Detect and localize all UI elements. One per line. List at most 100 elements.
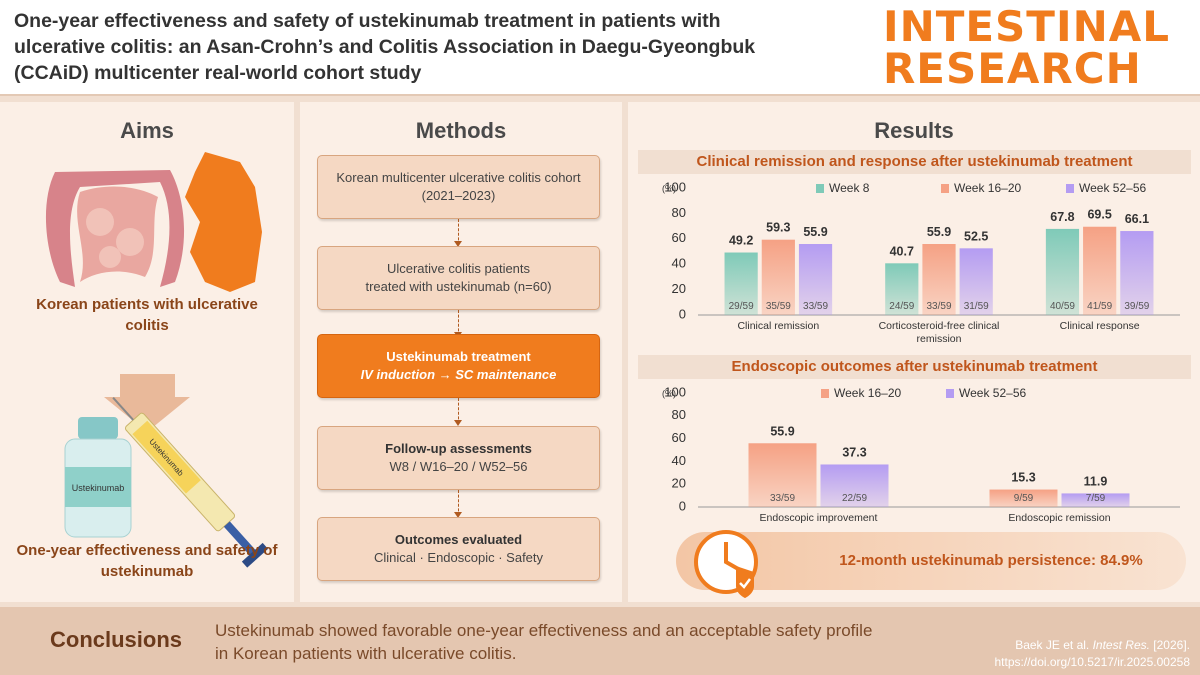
conclusions-heading: Conclusions <box>50 627 183 652</box>
flow-arrow <box>454 219 462 247</box>
aims-objective: One-year effectiveness and safety of ust… <box>16 542 278 580</box>
fraction-label: 9/59 <box>1014 493 1034 504</box>
vial-icon: Ustekinumab <box>64 417 132 538</box>
bar <box>761 239 795 315</box>
legend-swatch <box>941 184 949 193</box>
journal-line: RESEARCH <box>882 44 1142 93</box>
x-tick-label: Clinical remission <box>737 320 820 332</box>
step-text: treated with ustekinumab (n=60) <box>365 279 552 294</box>
bar <box>798 244 833 315</box>
results-panel: Results Clinical remission and response … <box>628 102 1200 602</box>
fraction-label: 33/59 <box>803 301 828 312</box>
bar <box>1045 228 1080 315</box>
journal-line: INTESTINAL <box>882 2 1170 51</box>
value-label: 55.9 <box>927 225 951 239</box>
value-label: 55.9 <box>770 424 794 438</box>
bar <box>989 489 1058 507</box>
header: One-year effectiveness and safety of ust… <box>0 0 1200 96</box>
results-heading: Results <box>874 118 954 143</box>
legend-label: Week 52–56 <box>1079 181 1146 195</box>
step-text: W8 / W16–20 / W52–56 <box>389 459 528 474</box>
value-label: 15.3 <box>1011 471 1035 485</box>
fraction-label: 24/59 <box>889 301 914 312</box>
citation-journal: Intest Res. <box>1092 638 1150 652</box>
legend-label: Week 16–20 <box>834 386 901 400</box>
y-tick-label: 40 <box>672 453 686 468</box>
value-label: 52.5 <box>964 229 988 243</box>
x-tick-label: Endoscopic remission <box>1008 512 1111 524</box>
bar <box>748 443 817 507</box>
down-arrow <box>104 374 190 432</box>
journal-logo: INTESTINAL RESEARCH <box>883 6 1170 90</box>
legend-label: Week 8 <box>829 181 870 195</box>
fraction-label: 41/59 <box>1087 301 1112 312</box>
step-text: (2021–2023) <box>421 188 496 203</box>
bar <box>1083 226 1117 315</box>
flow-arrow <box>454 398 462 426</box>
legend-swatch <box>1066 184 1074 193</box>
conclusion-line: in Korean patients with ulcerative colit… <box>215 644 517 663</box>
x-tick-label: Corticosteroid-free clinical remission <box>878 320 1000 345</box>
citation-year: [2026]. <box>1153 638 1190 652</box>
legend-label: Week 16–20 <box>954 181 1021 195</box>
flow-arrow <box>454 490 462 518</box>
citation-authors: Baek JE et al. <box>1015 638 1090 652</box>
y-tick-label: 100 <box>664 179 686 194</box>
bar <box>820 464 889 507</box>
fraction-label: 7/59 <box>1086 493 1106 504</box>
step-text: Clinical · Endoscopic · Safety <box>373 550 544 565</box>
bar <box>922 244 956 315</box>
value-label: 49.2 <box>729 234 753 248</box>
bar <box>724 252 758 315</box>
bar <box>1120 231 1154 315</box>
legend-label: Week 52–56 <box>959 386 1026 400</box>
fraction-label: 31/59 <box>964 301 989 312</box>
aims-panel: Aims Ustekinumab Ustekinumab Korean pati… <box>0 102 294 602</box>
conclusions-bar: Conclusions Ustekinumab showed favorable… <box>0 607 1200 675</box>
korea-map <box>185 152 262 292</box>
title-line: One-year effectiveness and safety of ust… <box>14 10 721 32</box>
y-tick-label: 100 <box>664 384 686 399</box>
intestine-icon <box>45 170 185 287</box>
method-step: Ustekinumab treatment IV induction → SC m… <box>317 334 600 398</box>
step-text: IV induction → SC maintenance <box>360 367 557 382</box>
y-tick-label: 20 <box>672 281 686 296</box>
methods-panel: Methods Korean multicenter ulcerative co… <box>300 102 622 602</box>
y-tick-label: 0 <box>679 498 686 512</box>
aims-illustration: Ustekinumab Ustekinumab <box>45 152 269 568</box>
step-text: Ulcerative colitis patients <box>386 261 531 276</box>
legend-swatch <box>946 389 954 398</box>
fraction-label: 29/59 <box>729 301 754 312</box>
persistence-banner: 12-month ustekinumab persistence: 84.9% <box>676 532 1186 590</box>
legend-swatch <box>816 184 824 193</box>
value-label: 66.1 <box>1125 212 1149 226</box>
method-step: Korean multicenter ulcerative colitis co… <box>317 155 600 219</box>
fraction-label: 22/59 <box>842 493 867 504</box>
fraction-label: 40/59 <box>1050 301 1075 312</box>
fraction-label: 33/59 <box>926 301 951 312</box>
fraction-label: 35/59 <box>766 301 791 312</box>
value-label: 11.9 <box>1084 474 1108 488</box>
bar <box>885 263 919 315</box>
method-step: Follow-up assessments W8 / W16–20 / W52–5… <box>317 426 600 490</box>
methods-heading: Methods <box>415 118 507 143</box>
x-tick-label: Endoscopic improvement <box>759 512 878 524</box>
y-tick-label: 60 <box>672 230 686 245</box>
y-tick-label: 20 <box>672 476 686 491</box>
step-title: Follow-up assessments <box>385 441 532 456</box>
x-tick-label: Clinical response <box>1059 320 1140 332</box>
y-tick-label: 80 <box>672 407 686 422</box>
fraction-label: 33/59 <box>770 493 795 504</box>
step-text: Korean multicenter ulcerative colitis co… <box>336 170 581 185</box>
y-tick-label: 80 <box>672 205 686 220</box>
title: One-year effectiveness and safety of ust… <box>14 8 894 86</box>
y-tick-label: 60 <box>672 430 686 445</box>
value-label: 40.7 <box>890 244 914 258</box>
flow-arrow <box>454 310 462 338</box>
citation-doi: https://doi.org/10.5217/ir.2025.00258 <box>994 655 1191 669</box>
value-label: 69.5 <box>1087 208 1111 222</box>
title-line: ulcerative colitis: an Asan-Crohn’s and … <box>14 36 756 58</box>
fraction-label: 39/59 <box>1124 301 1149 312</box>
aims-population: Korean patients with ulcerative colitis <box>36 296 258 334</box>
